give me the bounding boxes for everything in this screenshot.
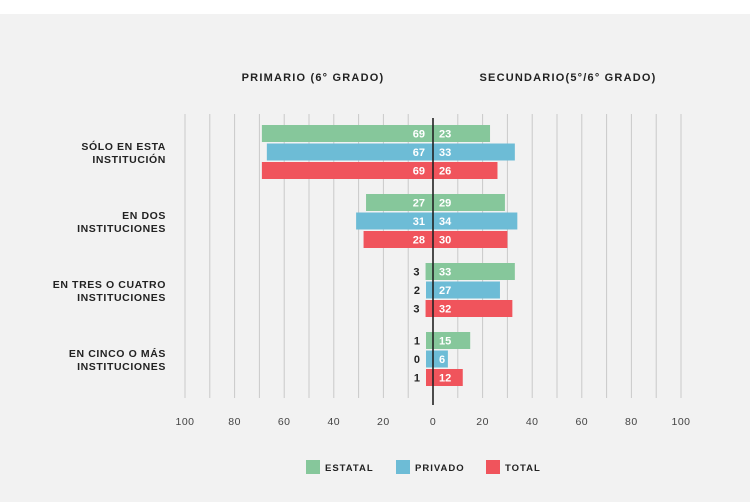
- value-label-secundario: 32: [439, 304, 451, 316]
- x-tick-label: 0: [430, 416, 436, 428]
- value-label-primario: 0: [414, 354, 420, 366]
- bar-secundario-privado: [433, 281, 500, 299]
- bar-primario-estatal: [426, 332, 433, 349]
- bar-primario-total: [261, 162, 433, 179]
- bar-primario-estatal: [425, 263, 433, 280]
- legend-label-total: TOTAL: [505, 463, 541, 474]
- category-label: SÓLO EN ESTA: [81, 140, 166, 153]
- bar-secundario-total: [433, 231, 508, 248]
- value-label-primario: 31: [413, 216, 425, 228]
- value-label-primario: 2: [414, 285, 420, 297]
- value-label-secundario: 26: [439, 166, 451, 178]
- bar-secundario-total: [433, 162, 498, 179]
- value-label-secundario: 30: [439, 235, 451, 247]
- value-label-secundario: 33: [439, 267, 451, 279]
- bar-secundario-privado: [433, 350, 448, 368]
- value-label-primario: 69: [413, 166, 425, 178]
- bar-secundario-total: [433, 300, 513, 317]
- bar-secundario-estatal: [433, 194, 505, 211]
- x-tick-label: 60: [575, 416, 588, 428]
- category-label: EN CINCO O MÁS: [69, 347, 166, 360]
- left-title: PRIMARIO (6° GRADO): [242, 72, 385, 84]
- bars: [261, 118, 518, 405]
- bar-primario-total: [425, 300, 433, 317]
- category-label: EN TRES O CUATRO: [53, 279, 166, 291]
- bar-primario-total: [363, 231, 433, 248]
- legend: ESTATAL PRIVADO TOTAL: [306, 460, 541, 474]
- bar-primario-estatal: [261, 125, 433, 142]
- value-label-secundario: 12: [439, 373, 451, 385]
- value-label-primario: 67: [413, 147, 425, 159]
- legend-swatch-total: [486, 460, 500, 474]
- right-title: SECUNDARIO(5°/6° GRADO): [480, 72, 657, 84]
- value-label-primario: 3: [413, 267, 419, 279]
- x-tick-label: 80: [228, 416, 241, 428]
- x-axis-ticks: 100 80 60 40 20 0 20 40 60 80 100: [175, 416, 690, 428]
- x-tick-label: 20: [377, 416, 390, 428]
- chart-panel: 69 23 67 33 69 26 27 29 31 34 28 30 3 33 2 27 3 32 1 15 0 6 1 1…: [0, 14, 750, 502]
- value-label-primario: 3: [413, 304, 419, 316]
- bar-primario-privado: [266, 143, 433, 161]
- x-tick-label: 60: [278, 416, 291, 428]
- bar-primario-estatal: [366, 194, 433, 211]
- bar-secundario-estatal: [433, 263, 515, 280]
- value-label-secundario: 15: [439, 336, 451, 348]
- value-label-secundario: 29: [439, 198, 451, 210]
- legend-label-estatal: ESTATAL: [325, 463, 374, 474]
- bar-secundario-estatal: [433, 332, 471, 349]
- value-label-secundario: 6: [439, 354, 445, 366]
- bar-secundario-estatal: [433, 125, 491, 142]
- chart-titles: PRIMARIO (6° GRADO) SECUNDARIO(5°/6° GRA…: [242, 72, 657, 84]
- x-tick-label: 100: [175, 416, 194, 428]
- bar-secundario-privado: [433, 212, 518, 230]
- value-label-secundario: 34: [439, 216, 452, 228]
- x-tick-label: 20: [476, 416, 489, 428]
- value-label-primario: 1: [414, 336, 420, 348]
- value-label-secundario: 27: [439, 285, 451, 297]
- legend-swatch-estatal: [306, 460, 320, 474]
- category-label: INSTITUCIONES: [77, 361, 166, 373]
- value-label-primario: 69: [413, 129, 425, 141]
- value-label-primario: 27: [413, 198, 425, 210]
- category-label: EN DOS: [122, 210, 166, 222]
- value-label-secundario: 23: [439, 129, 451, 141]
- category-label: INSTITUCIÓN: [92, 153, 166, 166]
- value-label-primario: 1: [414, 373, 420, 385]
- x-tick-label: 40: [327, 416, 340, 428]
- category-label: INSTITUCIONES: [77, 292, 166, 304]
- grid-lines: [184, 114, 682, 398]
- x-tick-label: 80: [625, 416, 638, 428]
- bar-primario-privado: [426, 350, 433, 368]
- legend-swatch-privado: [396, 460, 410, 474]
- bar-primario-privado: [426, 281, 433, 299]
- bar-primario-privado: [356, 212, 433, 230]
- bar-primario-total: [426, 369, 433, 386]
- category-label: INSTITUCIONES: [77, 223, 166, 235]
- legend-label-privado: PRIVADO: [415, 463, 465, 474]
- value-label-secundario: 33: [439, 147, 451, 159]
- value-label-primario: 28: [413, 235, 425, 247]
- bar-secundario-total: [433, 369, 463, 386]
- x-tick-label: 40: [526, 416, 539, 428]
- bar-secundario-privado: [433, 143, 515, 161]
- x-tick-label: 100: [671, 416, 690, 428]
